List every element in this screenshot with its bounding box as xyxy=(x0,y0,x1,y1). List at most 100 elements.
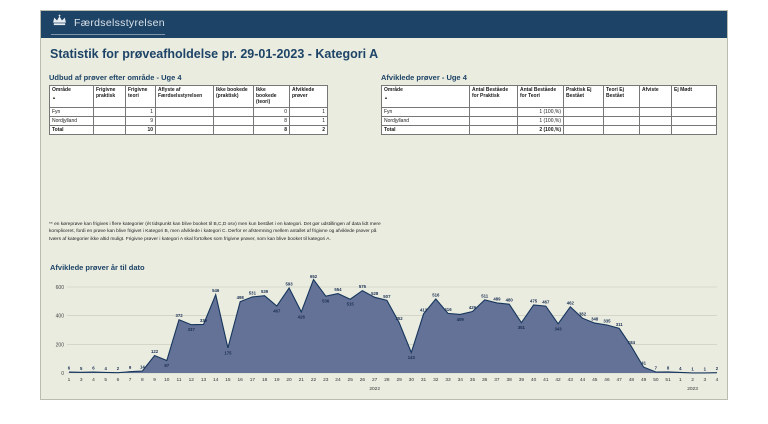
x-tick-label: 32 xyxy=(433,377,439,383)
x-tick-label: 28 xyxy=(384,377,390,383)
data-label: 122 xyxy=(151,349,159,354)
chart-line xyxy=(68,278,718,374)
table-cell: 1 xyxy=(289,107,328,117)
table-cell xyxy=(93,116,126,126)
data-label: 352 xyxy=(396,316,404,321)
crown-icon xyxy=(51,14,68,32)
column-header[interactable]: Ej Mødt xyxy=(671,85,717,108)
data-table: Område ▲ Antal Beståede for Praktisk Antal … xyxy=(381,85,717,135)
data-label: 516 xyxy=(432,293,440,298)
x-tick-label: 49 xyxy=(641,377,647,383)
column-header[interactable]: Praktisk Ej Bestået xyxy=(563,85,604,108)
data-label: 652 xyxy=(310,274,318,279)
table-row: Fyn 1 0 1 xyxy=(49,107,328,117)
table-cell xyxy=(639,125,672,135)
data-label: 348 xyxy=(591,317,599,322)
table-cell xyxy=(563,125,604,135)
x-tick-label: 51 xyxy=(665,377,671,383)
x-tick-label: 42 xyxy=(555,377,561,383)
column-header[interactable]: Antal Beståede for Teori xyxy=(517,85,564,108)
tables-row: Udbud af prøver efter område - Uge 4 Omr… xyxy=(49,73,721,135)
x-tick-label: 21 xyxy=(299,377,305,383)
table-cell: Nordjylland xyxy=(381,116,470,126)
x-tick-label: 25 xyxy=(348,377,354,383)
sort-ascending-icon: ▲ xyxy=(384,95,388,100)
table-row: Nordjylland 9 8 1 xyxy=(49,116,328,126)
table-cell: 10 xyxy=(125,125,156,135)
data-label: 14 xyxy=(140,364,145,369)
data-label: 507 xyxy=(383,294,391,299)
data-label: 489 xyxy=(493,296,501,301)
udbud-table-section: Udbud af prøver efter område - Uge 4 Omr… xyxy=(49,73,328,135)
x-tick-label: 6 xyxy=(117,377,120,383)
column-header[interactable]: Område ▲ xyxy=(49,85,94,108)
sort-ascending-icon: ▲ xyxy=(52,95,56,100)
table-cell xyxy=(639,107,672,117)
table-cell xyxy=(155,125,214,135)
agency-name: Færdselsstyrelsen xyxy=(74,17,165,29)
x-tick-label: 40 xyxy=(531,377,537,383)
data-label: 2 xyxy=(117,366,120,371)
data-label: 6 xyxy=(68,366,71,371)
data-label: 426 xyxy=(298,314,306,319)
data-label: 416 xyxy=(444,307,452,312)
column-header[interactable]: Ikke bookede (praktisk) xyxy=(213,85,254,108)
table-cell: 8 xyxy=(253,116,290,126)
table-cell xyxy=(639,116,672,126)
table-cell: Nordjylland xyxy=(49,116,94,126)
table-cell: Total xyxy=(381,125,470,135)
table-cell xyxy=(469,116,518,126)
column-header[interactable]: Aflyste af Færdselsstyrelsen xyxy=(155,85,214,108)
column-header[interactable]: Område ▲ xyxy=(381,85,470,108)
column-header[interactable]: Afviklede prøver xyxy=(289,85,328,108)
x-tick-label: 47 xyxy=(617,377,623,383)
column-header[interactable]: Ikke bookede (teori) xyxy=(253,85,290,108)
data-label: 467 xyxy=(542,300,550,305)
x-tick-label: 7 xyxy=(129,377,132,383)
x-tick-label: 23 xyxy=(323,377,329,383)
x-tick-label: 29 xyxy=(396,377,402,383)
x-tick-label: 35 xyxy=(470,377,476,383)
table-row: Total 10 8 2 xyxy=(49,125,328,135)
column-header[interactable]: Teori Ej Bestået xyxy=(603,85,640,108)
table-cell xyxy=(603,116,640,126)
x-tick-label: 1 xyxy=(679,377,682,383)
data-label: 498 xyxy=(237,295,245,300)
table-cell: 2 (100,%) xyxy=(517,125,564,135)
data-label: 409 xyxy=(457,317,465,322)
year-label: 2022 xyxy=(369,386,380,392)
area-chart[interactable]: 0 200 400 600 6 5 6 4 2 9 14 122 87 372 337 339 546 175 49… xyxy=(49,274,723,398)
table-cell: 1 xyxy=(289,116,328,126)
table-cell: Total xyxy=(49,125,94,135)
x-tick-label: 41 xyxy=(543,377,549,383)
data-label: 462 xyxy=(567,300,575,305)
data-label: 475 xyxy=(530,298,538,303)
y-tick-label: 400 xyxy=(56,314,65,320)
column-header[interactable]: Afviste xyxy=(639,85,672,108)
x-tick-label: 14 xyxy=(213,377,219,383)
x-tick-label: 16 xyxy=(237,377,243,383)
x-tick-label: 11 xyxy=(177,377,182,383)
column-header[interactable]: Frigivne praktisk xyxy=(93,85,126,108)
data-label: 343 xyxy=(554,326,562,331)
year-label: 2023 xyxy=(687,386,698,392)
table-cell xyxy=(93,107,126,117)
data-label: 480 xyxy=(506,298,514,303)
x-tick-label: 33 xyxy=(445,377,451,383)
data-label: 528 xyxy=(371,291,379,296)
table-row: Fyn 1 (100,%) xyxy=(381,107,717,117)
column-header[interactable]: Antal Beståede for Praktisk xyxy=(469,85,518,108)
table-cell xyxy=(563,107,604,117)
app-header: Færdselsstyrelsen xyxy=(41,11,727,38)
x-tick-label: 4 xyxy=(716,377,719,383)
column-header[interactable]: Frigivne teori xyxy=(125,85,156,108)
x-tick-label: 3 xyxy=(703,377,706,383)
x-tick-label: 5 xyxy=(104,377,107,383)
table-cell xyxy=(671,125,717,135)
table-cell: 1 (100,%) xyxy=(517,116,564,126)
x-tick-label: 26 xyxy=(360,377,366,383)
data-label: 9 xyxy=(129,365,132,370)
table-cell xyxy=(469,107,518,117)
table-cell xyxy=(563,116,604,126)
data-label: 41 xyxy=(641,361,646,366)
